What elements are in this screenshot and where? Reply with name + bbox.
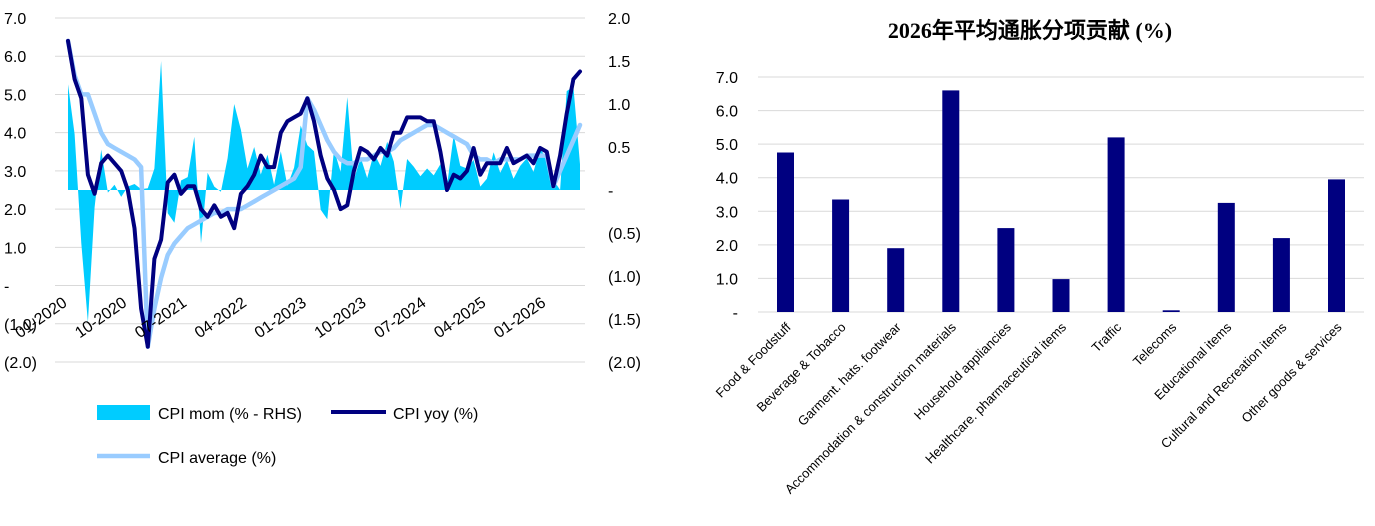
bar-y-tick-label: 3.0 (716, 204, 738, 221)
left-y-tick-label: 7.0 (4, 11, 26, 28)
right-y-tick-label: (2.0) (608, 355, 641, 372)
bar (1052, 279, 1070, 312)
left-y-tick-label: - (4, 279, 9, 296)
bar-chart-gridlines (758, 76, 1364, 313)
inflation-contribution-bar-chart: 2026年平均通胀分项贡献 (%) - 1.0 2.0 3.0 4.0 5.0 6.0 7.0… (713, 18, 1364, 497)
category-label: Traffic (1089, 319, 1125, 355)
cpi-combo-chart: (2.0) (1.0) - 1.0 2.0 3.0 4.0 5.0 6.0 7.0 (2.0) (1… (4, 11, 641, 467)
left-chart-legend: CPI mom (% - RHS) CPI yoy (%) CPI average … (97, 405, 478, 467)
bar-y-tick-label: 6.0 (716, 104, 738, 121)
x-tick-label: 04-2025 (431, 294, 489, 342)
bar-y-tick-label: 1.0 (716, 271, 738, 288)
x-tick-label: 07-2024 (372, 294, 430, 342)
bar (777, 152, 794, 312)
x-tick-label: 10-2020 (72, 294, 130, 342)
right-y-tick-label: 2.0 (608, 11, 630, 28)
bar (1217, 202, 1235, 312)
cpi-mom-area (68, 61, 580, 323)
left-y-tick-label: 1.0 (4, 240, 26, 257)
bar-chart-y-axis: - 1.0 2.0 3.0 4.0 5.0 6.0 7.0 (716, 70, 738, 322)
bar-y-tick-label: 2.0 (716, 238, 738, 255)
left-y-axis: (2.0) (1.0) - 1.0 2.0 3.0 4.0 5.0 6.0 7.0 (4, 11, 37, 372)
right-y-axis: (2.0) (1.5) (1.0) (0.5) - 0.5 1.0 1.5 2.0 (608, 11, 641, 372)
bar (832, 199, 850, 312)
category-label: Garment. hats. footwear (795, 319, 905, 429)
x-tick-label: 04-2022 (192, 294, 250, 342)
bar-chart-title: 2026年平均通胀分项贡献 (%) (888, 18, 1172, 43)
right-y-tick-label: (0.5) (608, 226, 641, 243)
bar-y-tick-label: 5.0 (716, 137, 738, 154)
bar-y-tick-label: 7.0 (716, 70, 738, 87)
left-y-tick-label: 3.0 (4, 164, 26, 181)
bar (887, 248, 905, 312)
bar-y-tick-label: 4.0 (716, 171, 738, 188)
left-y-tick-label: 5.0 (4, 87, 26, 104)
right-y-tick-label: - (608, 183, 613, 200)
right-y-tick-label: (1.5) (608, 312, 641, 329)
right-y-tick-label: 0.5 (608, 140, 630, 157)
bar-chart-bars (777, 90, 1345, 313)
category-label: Household appliancies (911, 319, 1014, 422)
x-tick-label: 01-2026 (491, 294, 549, 342)
bar (942, 90, 960, 313)
legend-label-cpi-yoy: CPI yoy (%) (393, 406, 478, 423)
left-x-axis: 01-2020 10-2020 07-2021 04-2022 01-2023 10-20… (12, 294, 549, 342)
right-y-tick-label: 1.0 (608, 97, 630, 114)
right-y-tick-label: (1.0) (608, 269, 641, 286)
category-label: Telecoms (1130, 319, 1180, 369)
legend-label-cpi-average: CPI average (%) (158, 450, 276, 467)
left-y-tick-label: (1.0) (4, 317, 37, 334)
legend-label-cpi-mom: CPI mom (% - RHS) (158, 406, 302, 423)
x-tick-label: 10-2023 (312, 294, 370, 342)
bar (1328, 179, 1345, 312)
cpi-yoy-line (66, 38, 582, 349)
bar (1162, 310, 1180, 312)
left-y-tick-label: 4.0 (4, 126, 26, 143)
cpi-line-series (65, 38, 583, 349)
bar (1272, 238, 1290, 312)
legend-swatch-cpi-mom (97, 405, 150, 420)
left-y-tick-label: 2.0 (4, 202, 26, 219)
left-y-tick-label: (2.0) (4, 355, 37, 372)
left-y-tick-label: 6.0 (4, 49, 26, 66)
cpi-mom-area-series (68, 61, 580, 323)
category-label: Other goods & services (1238, 319, 1345, 426)
bar (997, 228, 1015, 312)
bar (1107, 137, 1125, 312)
bar-y-tick-label: - (733, 305, 738, 322)
right-y-tick-label: 1.5 (608, 54, 630, 71)
x-tick-label: 01-2023 (252, 294, 310, 342)
